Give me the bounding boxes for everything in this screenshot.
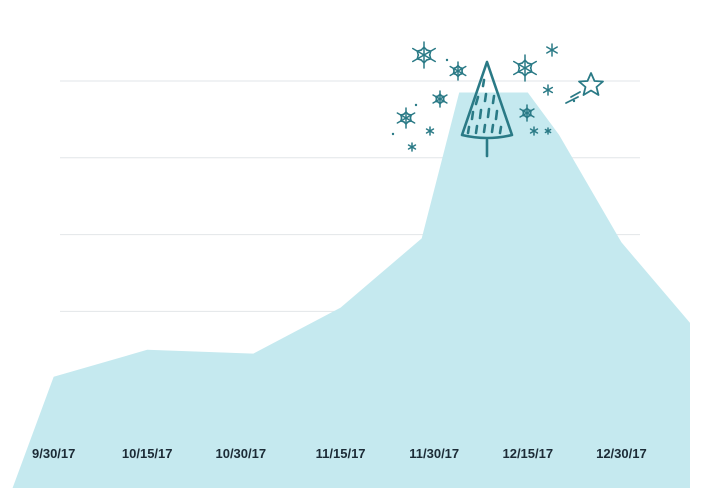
snow-dot (445, 58, 449, 62)
snowflake-icon (411, 41, 437, 69)
snowflake-icon (542, 84, 554, 96)
snowflake-icon (449, 61, 467, 81)
snow-dot (391, 132, 395, 136)
snow-dot (572, 99, 576, 103)
star-icon (565, 72, 604, 104)
x-tick-label: 11/30/17 (409, 446, 459, 461)
snowflake-icon (425, 126, 435, 136)
x-tick-label: 10/15/17 (122, 446, 173, 461)
x-axis-tick-labels: 9/30/17 10/15/17 10/30/17 11/15/17 11/30/17 1… (32, 446, 647, 461)
x-tick-label: 12/30/17 (596, 446, 647, 461)
x-tick-label: 9/30/17 (32, 446, 75, 461)
x-tick-label: 10/30/17 (215, 446, 266, 461)
x-tick-label: 12/15/17 (502, 446, 553, 461)
snowflake-icon (546, 43, 558, 57)
snowflake-icon (396, 107, 416, 129)
snowflake-icon (432, 90, 448, 108)
snowflakes (391, 41, 576, 152)
snow-dot (414, 103, 418, 107)
x-tick-label: 11/15/17 (316, 446, 366, 461)
snowflake-icon (544, 127, 552, 135)
christmas-tree-icon (460, 60, 514, 158)
series-area (12, 92, 690, 488)
snowflake-icon (512, 54, 538, 82)
snowflake-icon (529, 126, 539, 136)
snowflake-icon (519, 104, 535, 122)
snowflake-icon (407, 142, 417, 152)
